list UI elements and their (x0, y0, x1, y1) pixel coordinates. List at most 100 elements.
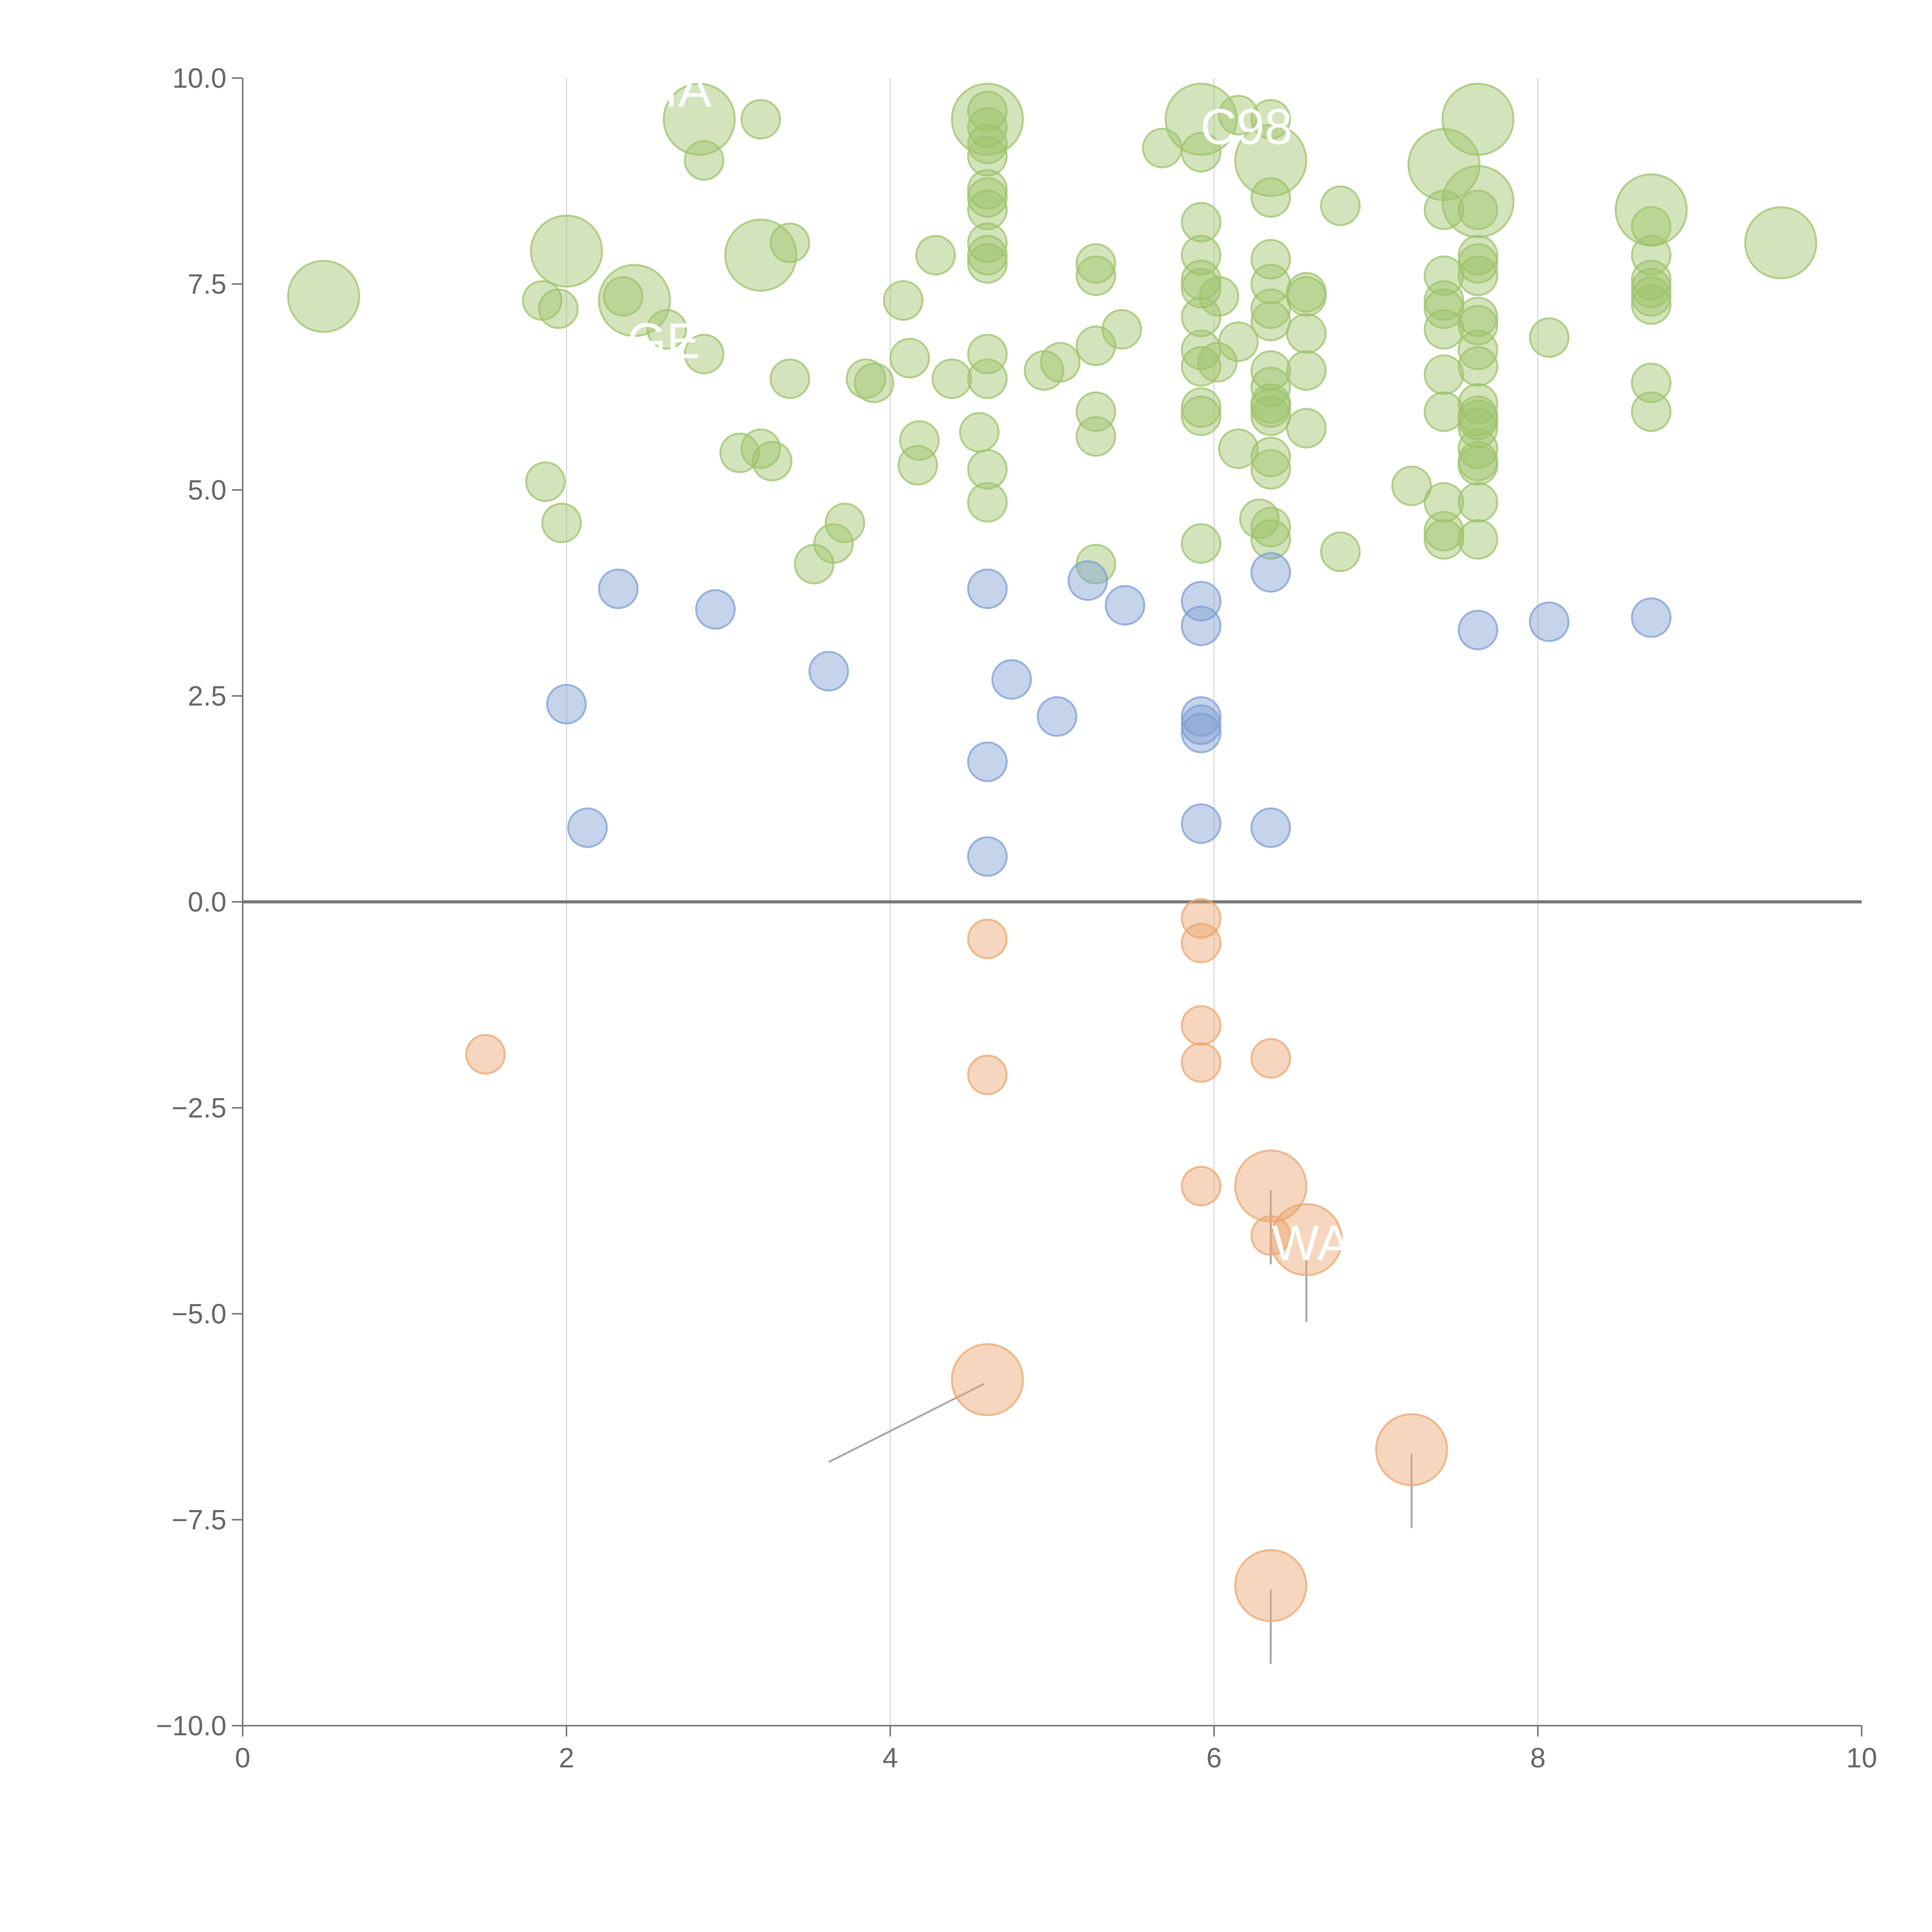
data-point-high (740, 99, 781, 140)
data-point-mid (1180, 581, 1221, 622)
y-tick-label: 5.0 (188, 475, 226, 506)
data-point-high (967, 333, 1008, 374)
data-point-high (1250, 367, 1291, 407)
data-point-high (1458, 296, 1498, 337)
data-point-mid (1180, 696, 1221, 737)
x-tick-label: 4 (883, 1743, 898, 1774)
data-point-high (684, 140, 724, 181)
x-tick-label: 10 (1846, 1743, 1877, 1774)
data-point-high (1423, 519, 1464, 560)
data-point-high (1286, 408, 1327, 449)
data-point-low (951, 1343, 1024, 1417)
x-tick-label: 2 (559, 1743, 574, 1774)
data-point-mid (1180, 704, 1221, 745)
data-point-high (1631, 284, 1672, 325)
y-tick-label: 2.5 (188, 681, 226, 712)
data-point-high (1180, 132, 1221, 173)
data-point-high (1423, 354, 1464, 395)
data-point-high (813, 523, 854, 564)
point-label: IA (664, 61, 712, 118)
data-point-low (1180, 898, 1221, 939)
data-point-high (1180, 523, 1221, 564)
data-point-high (603, 276, 644, 317)
data-point-high (740, 428, 781, 469)
data-point-high (1286, 313, 1327, 354)
data-point-high (1286, 276, 1327, 317)
data-point-high (769, 358, 810, 399)
data-point-high (967, 177, 1008, 218)
data-point-high (1164, 83, 1238, 156)
data-point-high (1250, 449, 1291, 490)
data-point-high (1458, 428, 1498, 469)
data-point-high (1250, 177, 1291, 218)
data-point-high (1458, 346, 1498, 387)
data-point-high (752, 440, 793, 481)
data-point-high (825, 502, 866, 543)
data-point-high (1458, 519, 1498, 560)
data-point-high (719, 432, 760, 473)
data-point-high (1423, 482, 1464, 523)
point-labels: IA C98 GE WA (627, 61, 1350, 1271)
data-point-high (1250, 395, 1291, 436)
data-point-high (663, 83, 736, 156)
data-point-low (1375, 1413, 1448, 1486)
data-point-high (967, 358, 1008, 399)
data-point-high (684, 333, 724, 374)
leader-lines (828, 1190, 1413, 1664)
data-point-high (1218, 95, 1259, 136)
data-point-mid (1631, 597, 1672, 638)
data-point-mid (808, 651, 849, 692)
data-point-high (1250, 437, 1291, 478)
data-point-high (967, 222, 1008, 263)
data-point-high (1199, 276, 1240, 317)
data-point-mid (1180, 803, 1221, 844)
data-point-high (1180, 395, 1221, 436)
data-point-high (1458, 400, 1498, 440)
data-point-high (1744, 206, 1817, 279)
data-point-high (1423, 280, 1464, 321)
leader-line (828, 1383, 985, 1463)
data-point-mid (1105, 585, 1146, 626)
data-point-high (1101, 309, 1142, 350)
data-point-high (598, 264, 671, 337)
data-point-high (646, 309, 687, 350)
data-point-high (1075, 416, 1116, 457)
y-tick-label: 0.0 (188, 887, 226, 918)
data-point-high (883, 280, 924, 321)
data-point-mid (567, 807, 608, 848)
data-point-high (967, 124, 1008, 165)
data-point-high (769, 222, 810, 263)
data-point-high (1458, 408, 1498, 449)
data-point-high (1250, 288, 1291, 329)
data-point-mid (967, 836, 1008, 877)
data-point-mid (1250, 807, 1291, 848)
point-label: WA (1272, 1214, 1351, 1271)
data-point-high (1250, 507, 1291, 548)
data-point-low (1250, 1038, 1291, 1079)
data-point-high (1458, 330, 1498, 371)
data-point-high (1458, 189, 1498, 230)
data-point-high (967, 169, 1008, 210)
data-point-high (967, 90, 1008, 131)
data-point-high (1250, 387, 1291, 428)
data-point-high (854, 362, 895, 403)
data-point-high (1631, 276, 1672, 317)
data-point-mid (1529, 601, 1570, 642)
data-point-high (1180, 387, 1221, 428)
data-point-low (465, 1034, 506, 1075)
data-point-high (967, 136, 1008, 177)
data-point-high (538, 288, 579, 329)
data-point-high (1631, 362, 1672, 403)
data-point-high (1180, 235, 1221, 276)
x-tick-label: 8 (1530, 1743, 1546, 1774)
data-point-low (1270, 1203, 1343, 1276)
y-tick-label: 10.0 (172, 63, 226, 94)
data-point-high (287, 260, 360, 333)
data-point-high (915, 235, 956, 276)
data-point-mid (1067, 560, 1108, 601)
point-label: GE (627, 313, 700, 369)
data-point-mid (991, 659, 1032, 700)
data-point-mid (598, 568, 639, 609)
data-point-high (959, 412, 1000, 453)
